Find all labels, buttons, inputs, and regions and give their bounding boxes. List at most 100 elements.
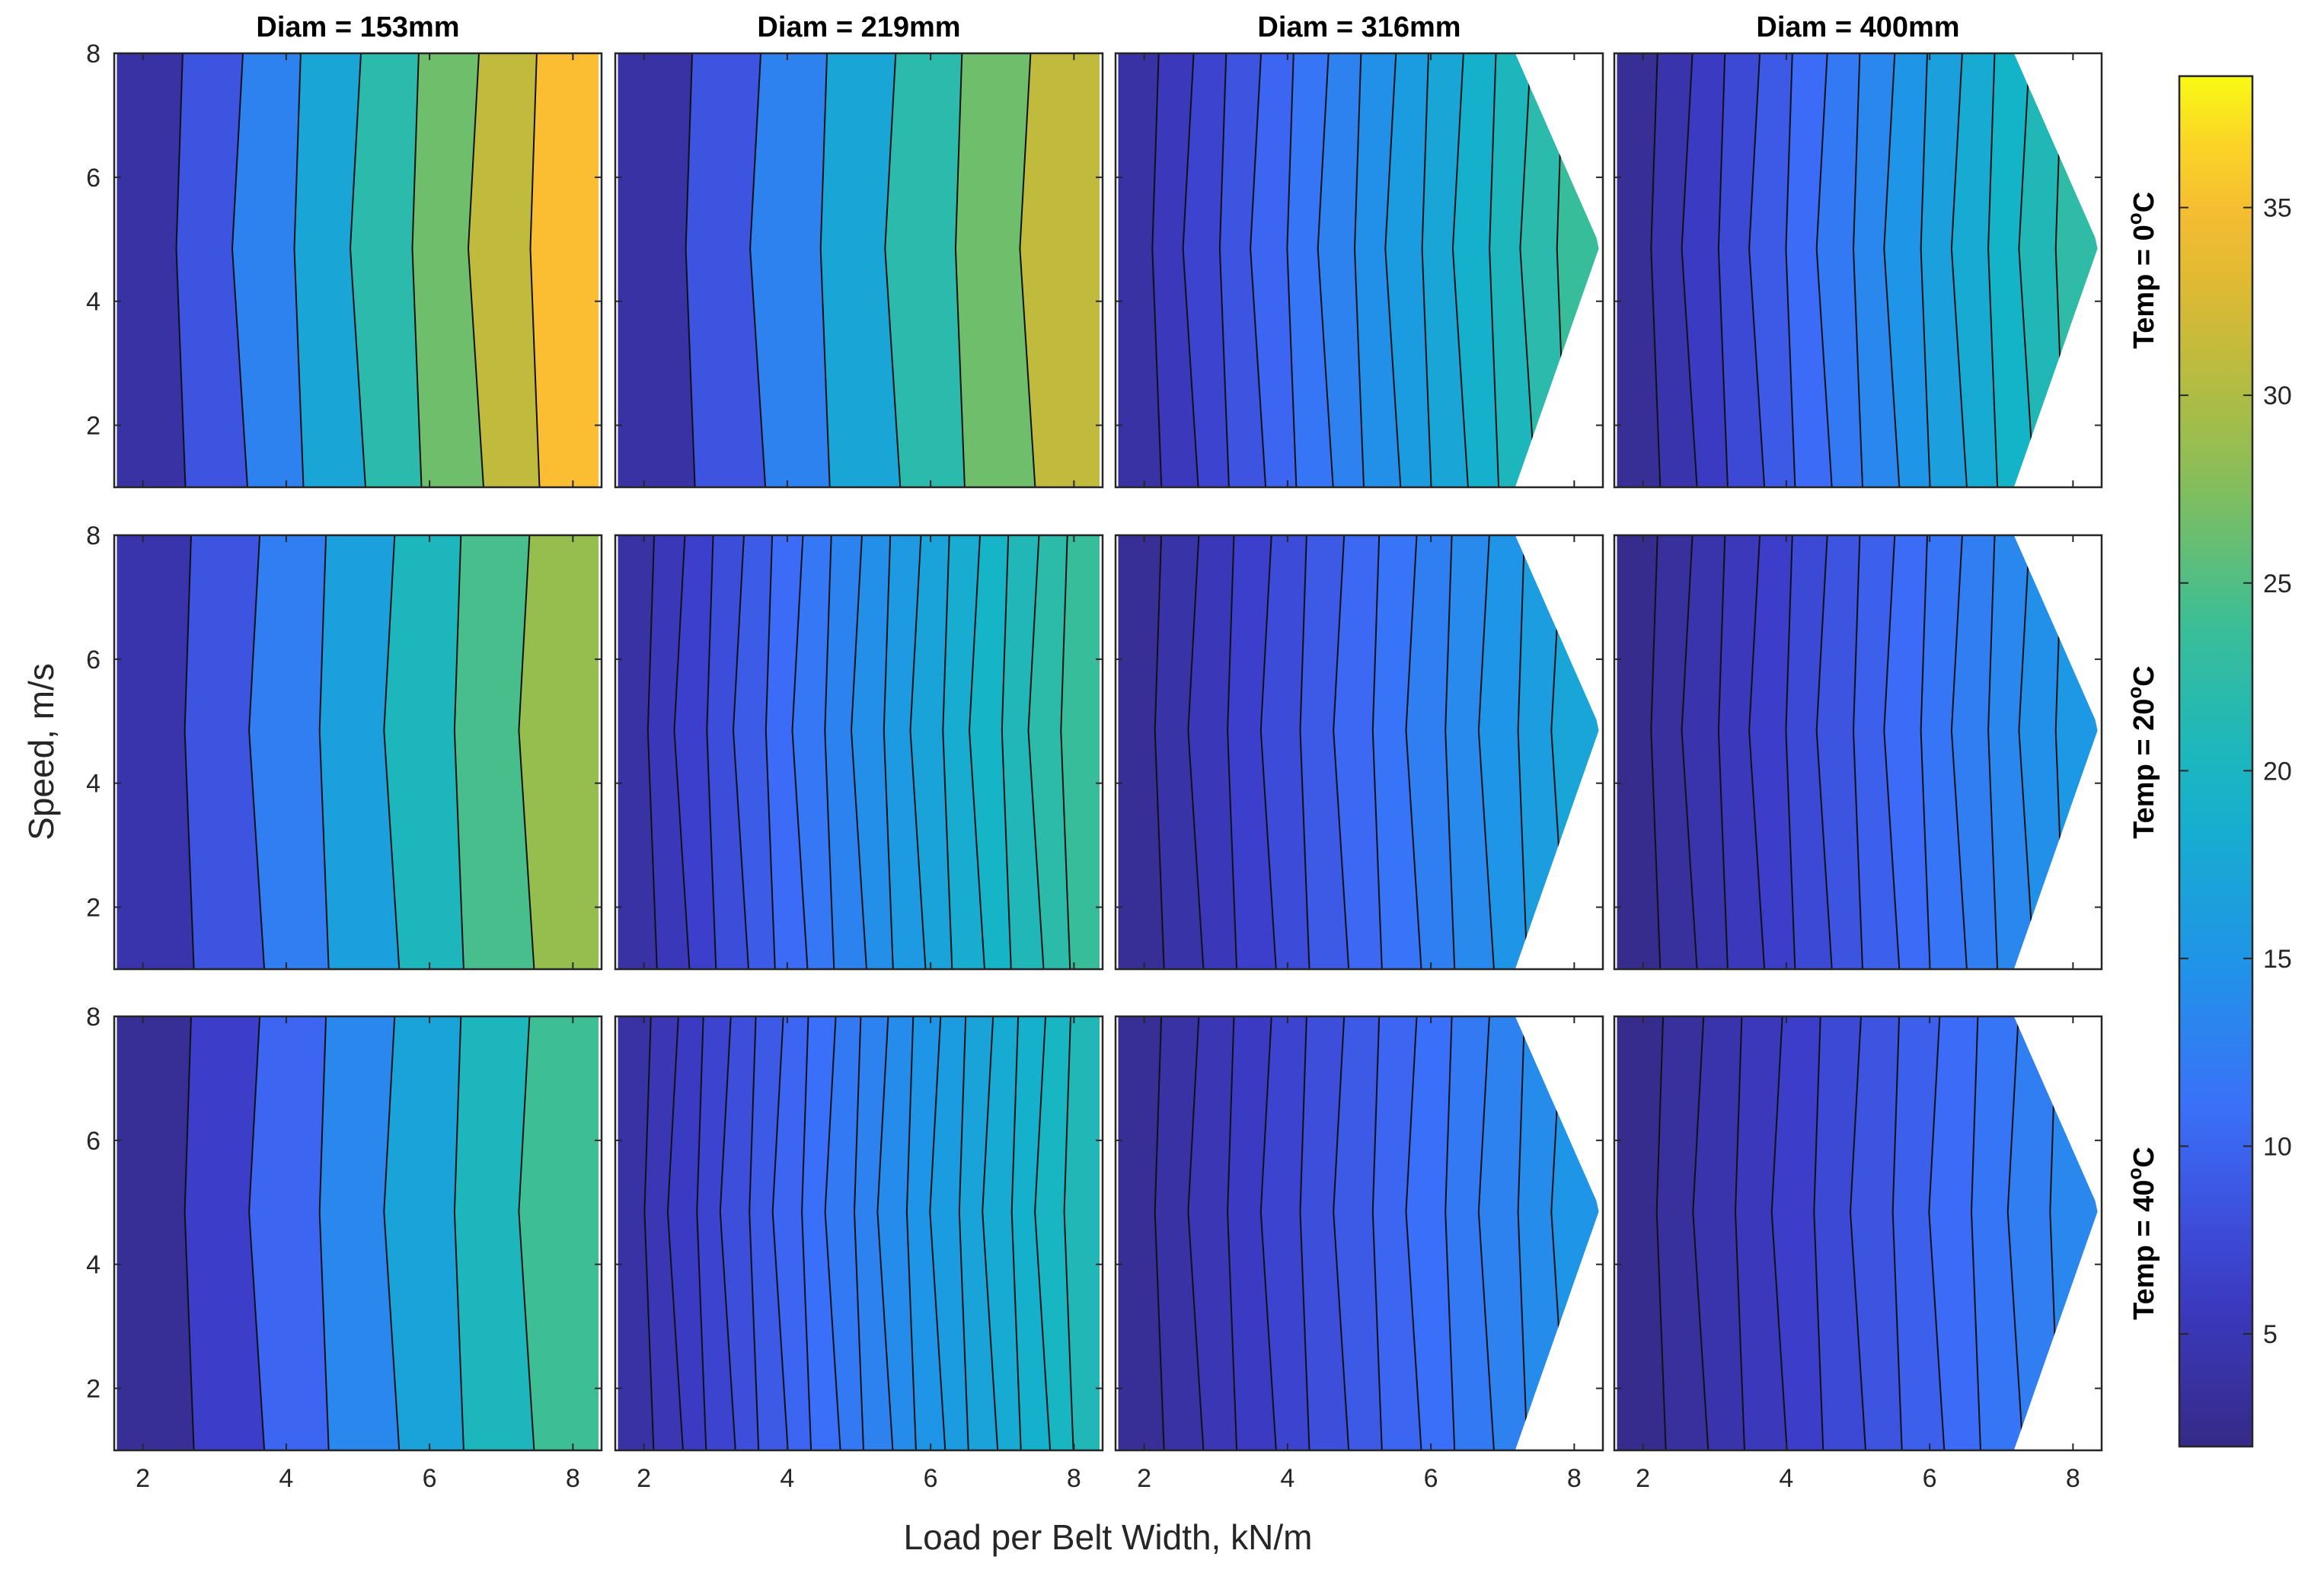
contour-line [884, 53, 902, 487]
invalid-region [1515, 1016, 1603, 1450]
contour-panel-1-4 [1613, 52, 2103, 489]
contour-panel-3-3: 2 4 6 8 [1114, 1015, 1604, 1493]
contour-line [1883, 535, 1901, 969]
contour-line [706, 535, 717, 969]
contour-line [1445, 1016, 1456, 1450]
y-axis-label: Speed, m/s [21, 663, 61, 841]
panel-frame [113, 1015, 603, 1452]
contour-line [1353, 53, 1365, 487]
y-tick-label: 2 [86, 412, 101, 441]
contour-line [1218, 53, 1230, 487]
contour-line [1489, 53, 1500, 487]
contour-line [248, 535, 266, 969]
contour-line [293, 53, 305, 487]
contour-line [383, 535, 401, 969]
invalid-region [2013, 535, 2102, 969]
contour-line [1477, 1016, 1495, 1450]
contour-panel-3-4: 2 4 6 8 [1613, 1015, 2103, 1493]
contour-line [184, 535, 195, 969]
contour-band [248, 535, 330, 969]
contour-line [1034, 1016, 1052, 1450]
x-tick-label: 6 [1424, 1464, 1438, 1493]
contour-band [884, 53, 966, 487]
contour-line [1717, 53, 1729, 487]
contour-line [1259, 535, 1277, 969]
panel-fill [117, 535, 602, 969]
contour-line [1681, 53, 1698, 487]
contour-line [749, 53, 767, 487]
contour-band [618, 53, 696, 487]
x-tick-label: 4 [1779, 1464, 1793, 1493]
contour-line [771, 1016, 789, 1450]
contour-line [1650, 535, 1662, 969]
contour-line [1650, 53, 1662, 487]
x-tick-label: 8 [2066, 1464, 2080, 1493]
row-title-unit: C [2128, 192, 2160, 212]
row-title-prefix: Temp = [2128, 731, 2160, 839]
contour-line [1785, 535, 1796, 969]
contour-line [184, 1016, 195, 1450]
y-tick-label: 4 [86, 288, 101, 317]
y-tick-label: 4 [86, 770, 101, 799]
panel-fill [618, 53, 1103, 487]
x-tick-label: 4 [1280, 1464, 1294, 1493]
contour-line [1250, 53, 1267, 487]
contour-line [1182, 53, 1199, 487]
degree-sign: o [2123, 1168, 2146, 1180]
contour-panel-3-2: 2 4 6 8 [614, 1015, 1104, 1493]
contour-band [749, 53, 831, 487]
column-title: Diam = 153mm [256, 11, 459, 43]
panel-frame [614, 52, 1104, 489]
y-tick-label: 8 [86, 40, 101, 69]
contour-line [1655, 1016, 1667, 1450]
colorbar-tick-label: 25 [2263, 569, 2292, 598]
contour-line [1970, 1016, 1981, 1450]
contour-line [1405, 535, 1422, 969]
x-tick-label: 4 [279, 1464, 293, 1493]
contour-line [819, 53, 831, 487]
x-axis-label: Load per Belt Width, kN/m [904, 1517, 1313, 1557]
contour-line [2018, 535, 2035, 969]
panel-fill [1617, 535, 2102, 969]
contour-line [850, 535, 867, 969]
contour-line [853, 1016, 864, 1450]
panel-fill [1118, 53, 1603, 487]
contour-panel-2-4 [1613, 534, 2103, 971]
contour-line [1517, 535, 1528, 969]
contour-band [117, 535, 195, 969]
contour-line [883, 535, 894, 969]
panel-fill [117, 53, 602, 487]
contour-line [942, 535, 953, 969]
contour-line [1692, 1016, 1709, 1450]
contour-line [1333, 535, 1350, 969]
panel-frame [1613, 52, 2103, 489]
colorbar-bar [2178, 75, 2254, 1448]
contour-panel-1-3 [1114, 52, 1604, 489]
contour-line [958, 1016, 969, 1450]
contour-line [1849, 1016, 1866, 1450]
colorbar-tick-label: 20 [2263, 757, 2292, 786]
contour-line [1920, 535, 1931, 969]
contour-line [248, 1016, 266, 1450]
x-tick-label: 6 [1923, 1464, 1937, 1493]
contour-panel-3-1: 2 4 6 8 2 4 6 8 [86, 1003, 603, 1493]
contour-line [1785, 53, 1796, 487]
y-tick-label: 2 [86, 894, 101, 923]
contour-line [824, 1016, 841, 1450]
panel-fill [618, 535, 1103, 969]
contour-line [1748, 535, 1766, 969]
contour-line [518, 1016, 535, 1450]
panel-fill [1118, 1016, 1603, 1450]
contour-line [2018, 53, 2035, 487]
contour-line [1883, 53, 1901, 487]
contour-line [1259, 1016, 1277, 1450]
row-title-prefix: Temp = [2128, 241, 2160, 349]
colorbar-tick-label: 35 [2263, 194, 2292, 223]
contour-line [1920, 53, 1931, 487]
panel-frame [1613, 534, 2103, 971]
contour-line [411, 53, 423, 487]
panel-frame [1114, 1015, 1604, 1452]
contour-line [1477, 535, 1495, 969]
degree-sign: o [2123, 687, 2146, 699]
